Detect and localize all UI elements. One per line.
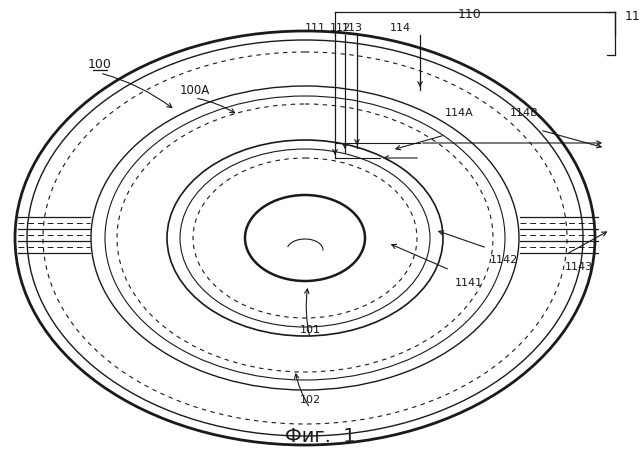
Text: 100: 100 [88,59,112,71]
Text: 101: 101 [300,325,321,335]
Text: 112: 112 [330,23,351,33]
Text: 1141: 1141 [455,278,483,288]
Text: 114: 114 [389,23,411,33]
Text: 113: 113 [342,23,362,33]
Text: 110: 110 [458,8,482,21]
Text: 100A: 100A [180,84,210,96]
Text: 115: 115 [625,10,640,23]
Text: Фиг.  1: Фиг. 1 [285,428,355,446]
Text: 114A: 114A [445,108,474,118]
Text: 1142: 1142 [490,255,518,265]
Text: 114B: 114B [510,108,539,118]
Text: 111: 111 [305,23,326,33]
Text: 1143: 1143 [565,262,593,272]
Text: 102: 102 [300,395,321,405]
